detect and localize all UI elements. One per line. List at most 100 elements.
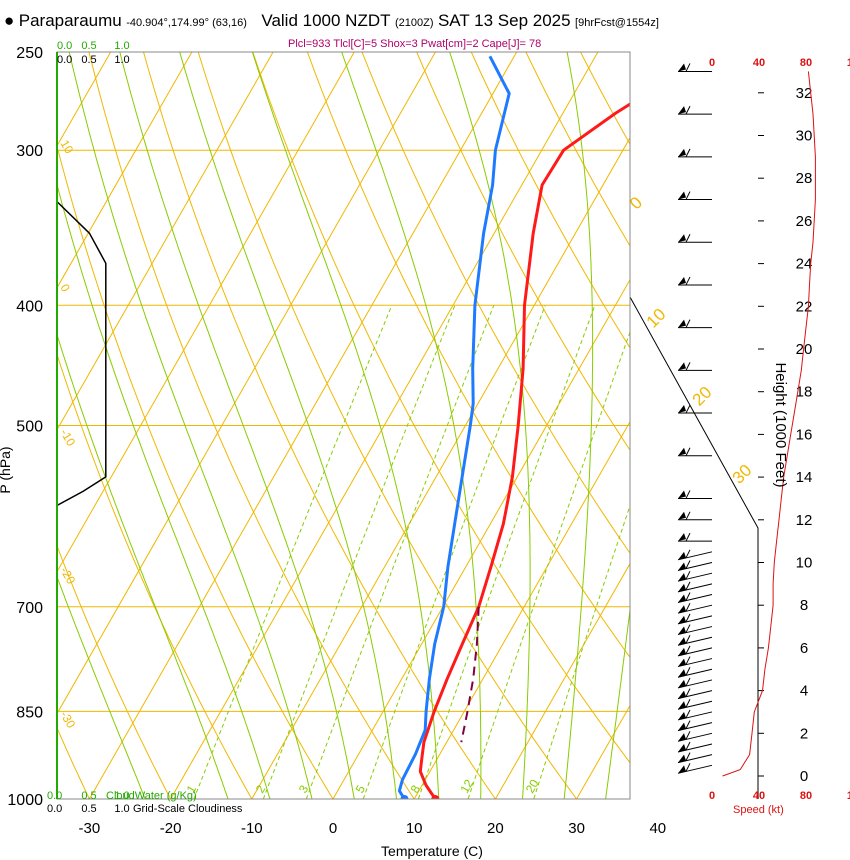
- wind-barb-flag: [685, 645, 691, 655]
- wind-barb-staff: [677, 764, 713, 774]
- dry-adiabat-line: [623, 30, 850, 825]
- wind-barb: [677, 592, 713, 604]
- x-tick-label: -20: [160, 820, 182, 837]
- speed-profile: [722, 71, 816, 777]
- x-tick-label: 40: [649, 820, 666, 837]
- wind-barb: [678, 490, 712, 499]
- wind-barb-pennant: [678, 615, 686, 624]
- wind-barb-staff: [677, 754, 713, 764]
- speed-tick-bottom: 40: [753, 790, 765, 802]
- wind-barb-flag: [685, 319, 691, 328]
- speed-tick-top: 12: [847, 57, 850, 69]
- wind-barb: [678, 362, 712, 371]
- wind-barb-staff: [677, 690, 713, 700]
- series-cloudiness: [57, 201, 107, 507]
- wind-barb-pennant: [678, 573, 686, 582]
- mixing-ratio-label: 12: [457, 777, 476, 796]
- height-tick-label: 16: [796, 426, 813, 443]
- wind-barb-staff: [677, 711, 713, 721]
- height-tick-label: 12: [796, 512, 813, 529]
- moist-adiabat-line: [563, 52, 594, 799]
- dry-adiabat-line: [57, 144, 334, 799]
- wind-barb-staff: [677, 668, 713, 678]
- y-tick-label: 700: [16, 600, 43, 617]
- wind-barbs: [677, 63, 713, 774]
- moist-adiabat-line: [57, 182, 271, 799]
- forecast-info: [9hrFcst@1554z]: [575, 17, 659, 29]
- wind-barb-flag: [685, 699, 691, 708]
- wind-barb-flag: [685, 511, 691, 521]
- wind-barb: [677, 699, 713, 710]
- wind-barb-pennant: [678, 701, 686, 710]
- wind-barb: [677, 602, 713, 614]
- station-name: Paraparaumu: [18, 11, 122, 30]
- y-tick-label: 1000: [7, 792, 43, 809]
- wind-barb-staff: [677, 572, 713, 582]
- speed-tick-bottom: 12: [847, 790, 850, 802]
- wind-barb: [678, 148, 712, 158]
- wind-barb: [678, 191, 712, 201]
- dry-adiabat-line: [361, 52, 630, 555]
- y-tick-label: 500: [16, 419, 43, 436]
- wind-barb-flag: [685, 63, 691, 72]
- speed-tick-top: 40: [753, 57, 765, 69]
- wind-barb-pennant: [678, 679, 686, 688]
- wind-barb: [678, 63, 712, 72]
- wind-barb-staff: [677, 700, 713, 710]
- wind-barb-pennant: [678, 637, 686, 646]
- bottom-cloudwater-tick: 0.5: [81, 790, 96, 802]
- height-tick-label: 30: [796, 128, 813, 145]
- height-axis-label: Height (1000 Feet): [772, 362, 789, 487]
- wind-barb-staff: [677, 732, 713, 742]
- wind-barb: [677, 752, 713, 764]
- wind-barb-flag: [685, 752, 691, 761]
- wind-barb-pennant: [678, 106, 686, 115]
- wind-barb-pennant: [678, 533, 686, 542]
- mixing-ratio-label: 3: [296, 782, 312, 795]
- wind-barb-flag: [685, 667, 691, 676]
- wind-barb-staff: [677, 626, 713, 636]
- wind-barb-flag: [685, 234, 691, 243]
- isotherm-line: [739, 52, 850, 799]
- isotherm-label: 0: [626, 193, 646, 213]
- wind-barb: [677, 635, 713, 646]
- mixing-ratio-label: 20: [523, 777, 542, 796]
- wind-barb-flag: [685, 560, 691, 569]
- wind-barb-pennant: [678, 63, 686, 72]
- utc-time: (2100Z): [394, 17, 434, 29]
- height-tick-label: 8: [800, 597, 808, 614]
- wind-barb-pennant: [678, 647, 686, 656]
- mixing-ratio-line: [362, 305, 546, 799]
- wind-barb-pennant: [678, 626, 686, 635]
- height-tick-label: 6: [800, 640, 808, 657]
- wind-barb-pennant: [678, 594, 686, 603]
- wind-barb: [678, 234, 712, 243]
- wind-barb-flag: [685, 709, 691, 719]
- wind-barb: [677, 549, 713, 561]
- mixing-ratio-line: [417, 305, 596, 799]
- isotherm-line: [658, 52, 850, 799]
- wind-barb: [678, 404, 712, 414]
- wind-barb-pennant: [678, 605, 686, 614]
- height-tick-label: 24: [796, 256, 813, 273]
- wind-barb: [677, 677, 713, 689]
- dry-adiabat-line: [57, 726, 90, 799]
- wind-barb-staff: [677, 743, 713, 753]
- wind-barb-flag: [685, 148, 691, 158]
- wind-barb: [677, 709, 713, 721]
- wind-barb-staff: [677, 551, 713, 561]
- wind-barb: [678, 532, 712, 542]
- wind-barb-pennant: [678, 669, 686, 678]
- y-tick-label: 400: [16, 298, 43, 315]
- indices-line: Plcl=933 Tlcl[C]=5 Shox=3 Pwat[cm]=2 Cap…: [288, 38, 542, 50]
- wind-barb-flag: [685, 731, 691, 740]
- x-tick-label: 10: [406, 820, 423, 837]
- y-axis-label: P (hPa): [0, 446, 13, 493]
- bottom-cloudwater-tick: 0.0: [47, 790, 62, 802]
- wind-barb-flag: [685, 613, 691, 623]
- dry-adiabat-label: -20: [57, 565, 78, 587]
- wind-barb-pennant: [678, 234, 686, 243]
- speed-axis-label: Speed (kt): [733, 804, 784, 816]
- wind-barb-flag: [685, 549, 691, 559]
- wind-barb-pennant: [678, 733, 686, 742]
